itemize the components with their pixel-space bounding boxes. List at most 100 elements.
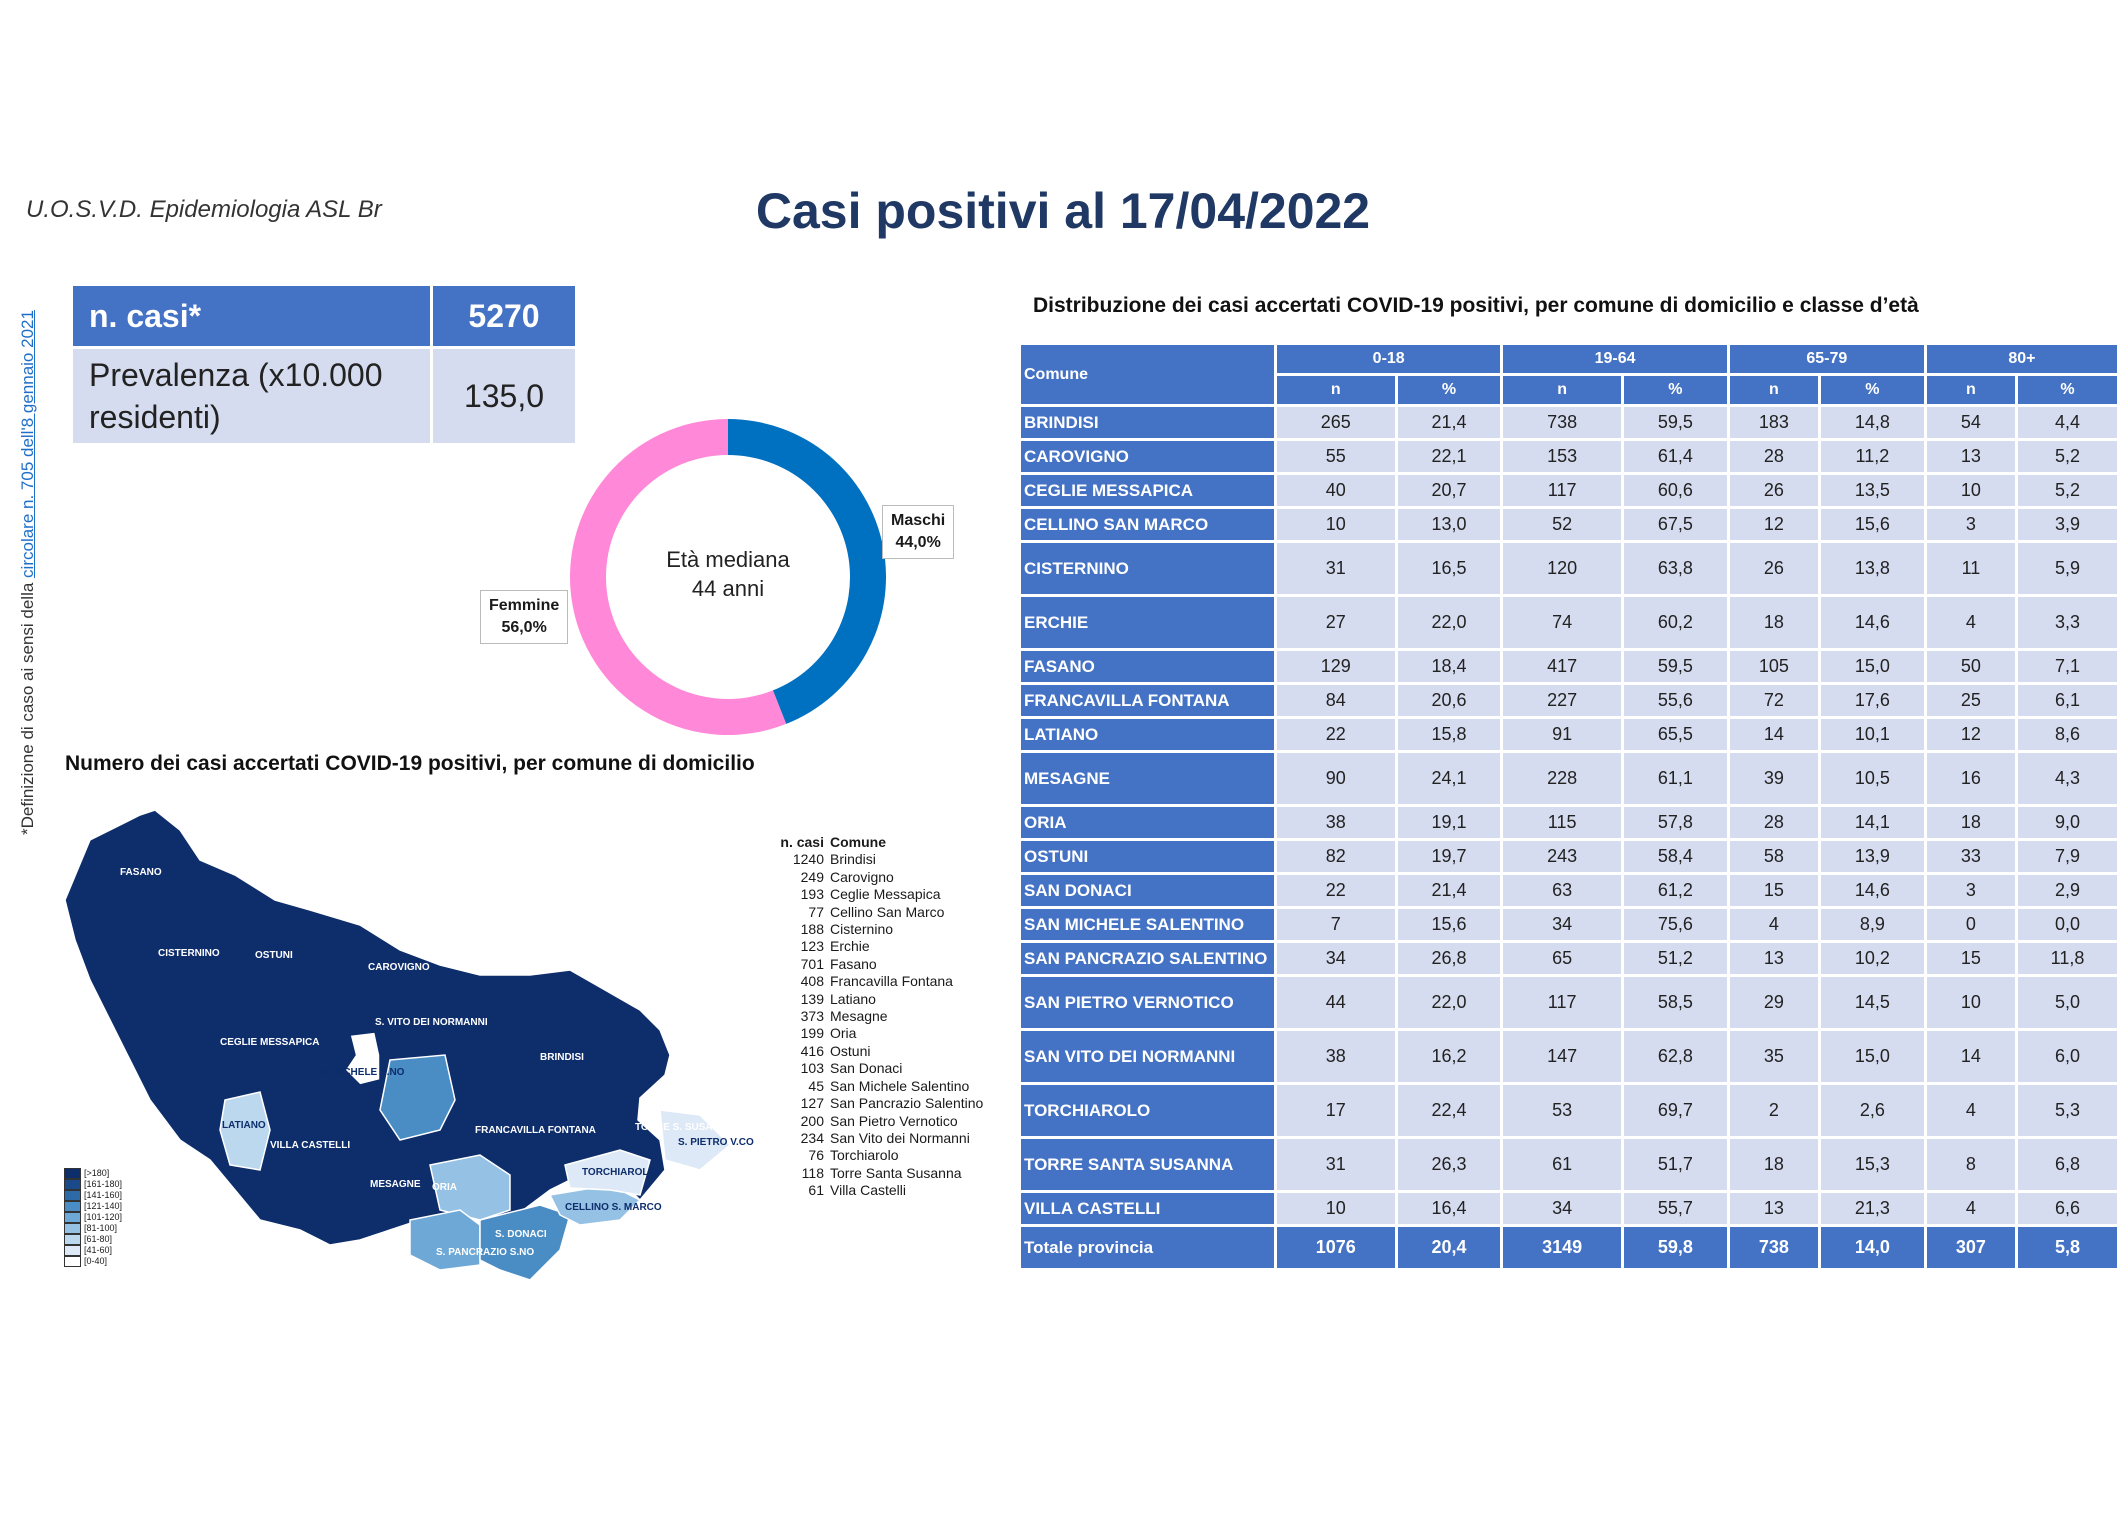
table-cell: 10,1 (1820, 719, 1924, 750)
table-cell: 13 (1926, 441, 2016, 472)
table-cell: 26,8 (1397, 943, 1501, 974)
scale-swatch (64, 1201, 81, 1212)
table-cell: 7 (1277, 909, 1395, 940)
page-title: Casi positivi al 17/04/2022 (0, 182, 2126, 240)
scale-label: [141-160] (84, 1190, 123, 1201)
donut-center-line2: 44 anni (692, 576, 764, 601)
scale-swatch (64, 1212, 81, 1223)
list-item: 193 Ceglie Messapica (778, 886, 983, 903)
table-cell: 3 (1926, 875, 2016, 906)
table-cell: 28 (1729, 441, 1818, 472)
map-label-erchie: S. PANCRAZIO S.NO (436, 1247, 534, 1258)
table-cell: 59,5 (1623, 651, 1727, 682)
table-cell: 20,7 (1397, 475, 1501, 506)
list-item-count: 139 (800, 990, 824, 1007)
subheader-n: n (1277, 376, 1395, 404)
list-item-comune: Villa Castelli (830, 1182, 906, 1199)
table-cell: 10 (1926, 475, 2016, 506)
total-cell: 14,0 (1820, 1227, 1924, 1268)
map-region-s-pancrazio (479, 1204, 571, 1281)
total-cell: 307 (1926, 1227, 2016, 1268)
row-comune: CISTERNINO (1021, 543, 1274, 594)
table-row: SAN VITO DEI NORMANNI 38 16,2 147 62,8 35 15,0… (1021, 1031, 2117, 1082)
map-label-ceglie: CEGLIE MESSAPICA (220, 1037, 319, 1048)
table-cell: 55,7 (1623, 1193, 1727, 1224)
donut-segment-male (728, 419, 887, 724)
row-comune: SAN DONACI (1021, 875, 1274, 906)
table-cell: 60,2 (1623, 597, 1727, 648)
table-cell: 26 (1729, 543, 1818, 594)
list-item: 701 Fasano (778, 956, 983, 973)
table-cell: 738 (1503, 407, 1621, 438)
table-row: VILLA CASTELLI 10 16,4 34 55,7 13 21,3 4 6,6 (1021, 1193, 2117, 1224)
table-cell: 38 (1277, 807, 1395, 838)
list-item-count: 701 (800, 955, 824, 972)
list-item: 118 Torre Santa Susanna (778, 1165, 983, 1182)
table-cell: 69,7 (1623, 1085, 1727, 1136)
list-item: 249 Carovigno (778, 869, 983, 886)
list-item: 416 Ostuni (778, 1043, 983, 1060)
list-item-comune: Ceglie Messapica (830, 886, 941, 903)
table-cell: 117 (1503, 475, 1621, 506)
table-cell: 153 (1503, 441, 1621, 472)
table-cell: 58,4 (1623, 841, 1727, 872)
list-item: 1240 Brindisi (778, 851, 983, 868)
list-item: 139 Latiano (778, 991, 983, 1008)
list-item-count: 199 (800, 1025, 824, 1042)
table-cell: 22 (1277, 719, 1395, 750)
table-cell: 18 (1729, 597, 1818, 648)
map-label-francavilla: VILLA CASTELLI (270, 1140, 350, 1151)
table-cell: 15,8 (1397, 719, 1501, 750)
table-cell: 14,6 (1820, 597, 1924, 648)
table-cell: 65,5 (1623, 719, 1727, 750)
row-comune: VILLA CASTELLI (1021, 1193, 1274, 1224)
total-row: Totale provincia 1076 20,4 3149 59,8 738 14,0 3… (1021, 1227, 2117, 1268)
table-cell: 4,4 (2018, 407, 2117, 438)
table-cell: 4 (1926, 1085, 2016, 1136)
table-cell: 5,0 (2018, 977, 2117, 1028)
list-item: 200 San Pietro Vernotico (778, 1113, 983, 1130)
table-cell: 14,6 (1820, 875, 1924, 906)
table-cell: 22 (1277, 875, 1395, 906)
list-item-comune: Ostuni (830, 1042, 871, 1059)
scale-entry: [>180] (64, 1168, 122, 1179)
table-cell: 18 (1926, 807, 2016, 838)
list-item-count: 45 (808, 1077, 824, 1094)
table-cell: 13,8 (1820, 543, 1924, 594)
table-cell: 55,6 (1623, 685, 1727, 716)
list-item: 127 San Pancrazio Salentino (778, 1095, 984, 1112)
subheader-n: n (1503, 376, 1621, 404)
table-cell: 17 (1277, 1085, 1395, 1136)
donut-segment-female (570, 419, 787, 735)
list-item-count: 249 (800, 868, 824, 885)
table-cell: 21,3 (1820, 1193, 1924, 1224)
table-cell: 10,2 (1820, 943, 1924, 974)
table-row: ORIA 38 19,1 115 57,8 28 14,1 18 9,0 (1021, 807, 2117, 838)
table-cell: 19,1 (1397, 807, 1501, 838)
table-cell: 14 (1729, 719, 1818, 750)
table-cell: 51,2 (1623, 943, 1727, 974)
row-comune: CELLINO SAN MARCO (1021, 509, 1274, 540)
scale-entry: [141-160] (64, 1190, 122, 1201)
table-cell: 38 (1277, 1031, 1395, 1082)
table-cell: 6,1 (2018, 685, 2117, 716)
table-cell: 6,8 (2018, 1139, 2117, 1190)
table-row: CISTERNINO 31 16,5 120 63,8 26 13,8 11 5,9 (1021, 543, 2117, 594)
total-cell: 738 (1729, 1227, 1818, 1268)
table-cell: 22,0 (1397, 977, 1501, 1028)
table-row: BRINDISI 265 21,4 738 59,5 183 14,8 54 4,4 (1021, 407, 2117, 438)
table-cell: 13,5 (1820, 475, 1924, 506)
subheader-pct: % (1623, 376, 1727, 404)
table-cell: 14 (1926, 1031, 2016, 1082)
table-cell: 55 (1277, 441, 1395, 472)
table-cell: 15,0 (1820, 651, 1924, 682)
map-label-brindisi: BRINDISI (540, 1052, 584, 1063)
row-comune: SAN PIETRO VERNOTICO (1021, 977, 1274, 1028)
scale-entry: [101-120] (64, 1212, 122, 1223)
table-cell: 27 (1277, 597, 1395, 648)
circolare-link[interactable]: circolare n. 705 dell'8 gennaio 2021 (18, 310, 37, 578)
table-cell: 147 (1503, 1031, 1621, 1082)
table-cell: 59,5 (1623, 407, 1727, 438)
table-cell: 228 (1503, 753, 1621, 804)
table-cell: 8 (1926, 1139, 2016, 1190)
